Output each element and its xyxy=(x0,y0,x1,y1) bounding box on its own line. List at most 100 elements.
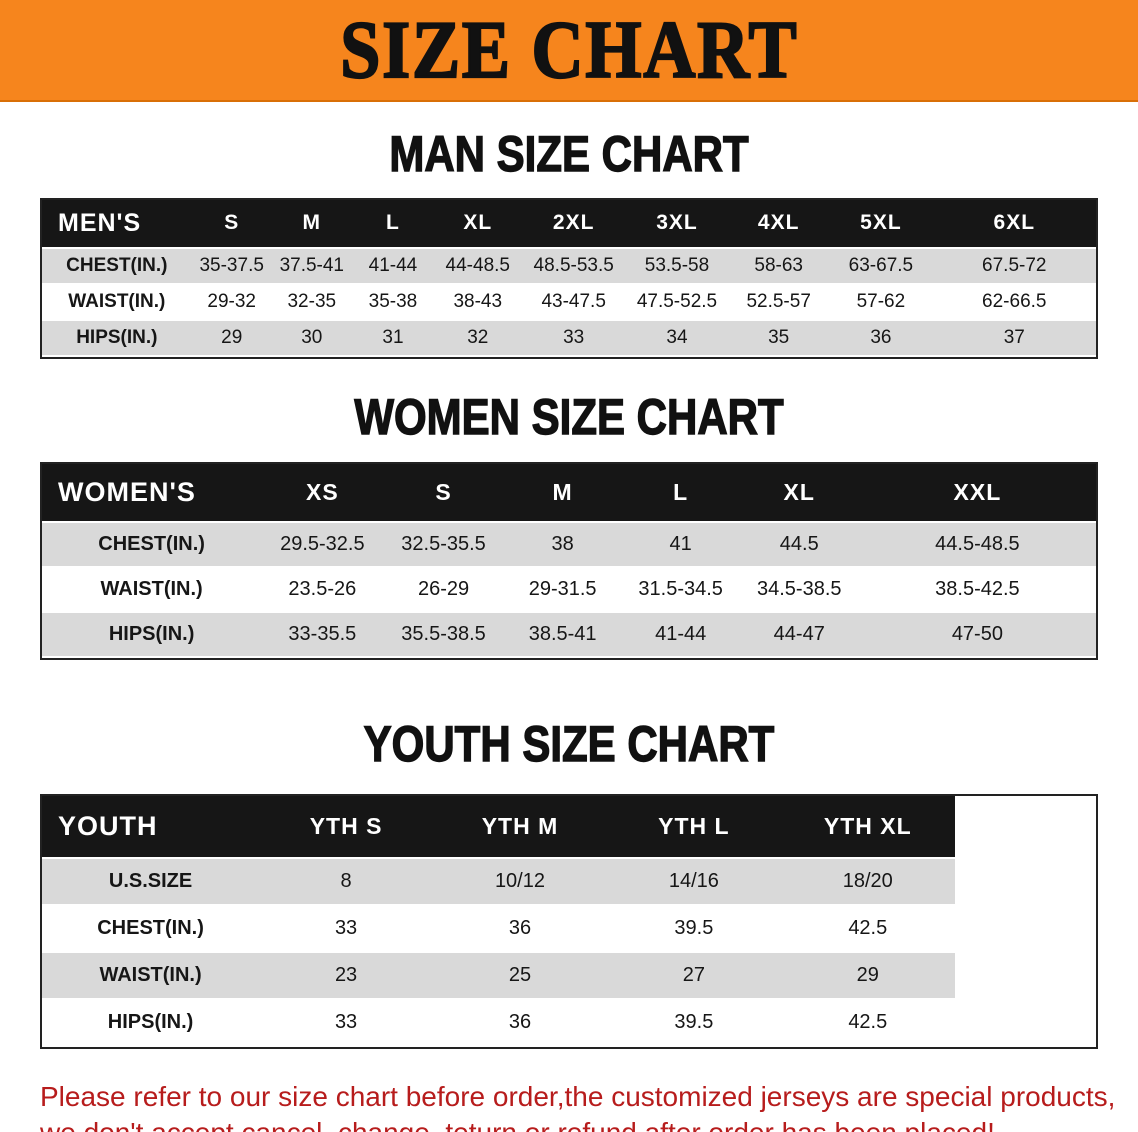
value-cell: 31 xyxy=(382,326,404,348)
value-cell: 35.5-38.5 xyxy=(401,623,486,645)
row-label-cell: WAIST(IN.) xyxy=(68,290,166,312)
banner: SIZE CHART xyxy=(0,0,1138,102)
column-header-cell: L xyxy=(386,211,400,234)
value-cell: 52.5-57 xyxy=(746,290,811,312)
table-row: WAIST(IN.) 29-32 32-35 35-38 38-43 43-47.5 47.… xyxy=(42,283,1096,320)
column-header-cell: XXL xyxy=(953,479,1002,505)
youth-section-heading: YOUTH SIZE CHART xyxy=(363,715,775,772)
disclaimer-line-2: we don't accept cancel, change, teturn o… xyxy=(40,1115,1098,1132)
row-label-cell: CHEST(IN.) xyxy=(98,533,205,555)
value-cell: 29-31.5 xyxy=(528,578,597,600)
value-cell: 36 xyxy=(508,916,532,939)
value-cell: 29 xyxy=(221,326,243,348)
value-cell: 31.5-34.5 xyxy=(638,578,723,600)
column-header-cell: YTH XL xyxy=(823,812,912,839)
value-cell: 41-44 xyxy=(655,623,707,645)
table-title-cell: WOMEN'S xyxy=(58,477,196,507)
row-label-cell: CHEST(IN.) xyxy=(66,254,168,276)
column-header-cell: XL xyxy=(783,479,815,505)
table-row: WAIST(IN.) 23.5-26 26-29 29-31.5 31.5-34.5 34… xyxy=(42,567,1096,612)
value-cell: 29.5-32.5 xyxy=(280,533,365,555)
column-header-cell: XL xyxy=(463,211,493,234)
value-cell: 42.5 xyxy=(848,1010,888,1033)
value-cell: 29 xyxy=(856,963,879,986)
disclaimer-line-1: Please refer to our size chart before or… xyxy=(40,1080,1116,1112)
row-label-cell: CHEST(IN.) xyxy=(97,916,204,939)
value-cell: 47.5-52.5 xyxy=(636,290,718,312)
column-header-cell: XS xyxy=(306,479,339,505)
value-cell: 44-48.5 xyxy=(445,254,510,276)
row-label-cell: WAIST(IN.) xyxy=(100,578,203,600)
value-cell: 44.5 xyxy=(779,533,819,555)
value-cell: 33 xyxy=(334,1010,358,1033)
men-size-table-wrap: MEN'S S M L XL 2XL 3XL 4XL 5XL 6XL CHEST(IN.) 35-37… xyxy=(40,197,1098,359)
row-label-cell: HIPS(IN.) xyxy=(108,623,195,645)
row-label-cell: WAIST(IN.) xyxy=(99,963,202,986)
women-section-heading: WOMEN SIZE CHART xyxy=(354,388,784,445)
column-header-cell: YTH M xyxy=(481,812,559,839)
value-cell: 25 xyxy=(508,963,532,986)
column-header-cell: M xyxy=(552,479,573,505)
men-size-table: MEN'S S M L XL 2XL 3XL 4XL 5XL 6XL CHEST(IN.) 35-37… xyxy=(42,199,1096,357)
value-cell: 14/16 xyxy=(668,869,719,892)
table-header-row: WOMEN'S XS S M L XL XXL xyxy=(42,464,1096,522)
value-cell: 29-32 xyxy=(207,290,256,312)
column-header-cell: 6XL xyxy=(993,211,1036,234)
row-label-cell: U.S.SIZE xyxy=(108,869,193,892)
table-row: WAIST(IN.) 23 25 27 29 xyxy=(42,951,1096,999)
women-section: WOMEN SIZE CHART WOMEN'S XS S M L XL XXL CHEST(… xyxy=(0,388,1138,660)
value-cell: 41-44 xyxy=(368,254,418,276)
value-cell: 38 xyxy=(551,533,574,555)
value-cell: 48.5-53.5 xyxy=(533,254,614,276)
value-cell: 32-35 xyxy=(287,290,337,312)
value-cell: 62-66.5 xyxy=(982,290,1047,312)
women-size-table-wrap: WOMEN'S XS S M L XL XXL CHEST(IN.) 29.5-32.5 32.5… xyxy=(40,462,1098,660)
value-cell: 42.5 xyxy=(848,916,888,939)
value-cell: 30 xyxy=(301,326,323,348)
youth-section: YOUTH SIZE CHART YOUTH YTH S YTH M YTH L YTH… xyxy=(0,715,1138,1049)
value-cell: 32 xyxy=(467,326,489,348)
value-cell: 53.5-58 xyxy=(644,254,710,276)
table-header-row: MEN'S S M L XL 2XL 3XL 4XL 5XL 6XL xyxy=(42,199,1096,248)
table-header-row: YOUTH YTH S YTH M YTH L YTH XL xyxy=(42,795,1096,858)
column-header-cell: S xyxy=(224,211,240,234)
column-header-cell: L xyxy=(673,479,689,505)
value-cell: 58-63 xyxy=(754,254,803,276)
value-cell: 23.5-26 xyxy=(288,578,357,600)
value-cell: 27 xyxy=(682,963,705,986)
column-header-cell: 4XL xyxy=(757,211,800,234)
value-cell: 32.5-35.5 xyxy=(401,533,486,555)
content: MAN SIZE CHART MEN'S S M L XL 2XL 3XL 4XL 5XL 6XL… xyxy=(0,125,1138,1132)
value-cell: 38.5-41 xyxy=(528,623,597,645)
value-cell: 43-47.5 xyxy=(541,290,606,312)
value-cell: 36 xyxy=(508,1010,532,1033)
value-cell: 18/20 xyxy=(842,869,893,892)
value-cell: 38-43 xyxy=(453,290,503,312)
men-section-heading: MAN SIZE CHART xyxy=(389,125,749,182)
table-row: HIPS(IN.) 29 30 31 32 33 34 35 36 37 xyxy=(42,319,1096,356)
value-cell: 67.5-72 xyxy=(982,254,1047,276)
column-header-cell: 2XL xyxy=(552,211,595,234)
value-cell: 44-47 xyxy=(773,623,825,645)
value-cell: 33 xyxy=(563,326,585,348)
table-title-cell: MEN'S xyxy=(58,208,142,237)
men-section: MAN SIZE CHART MEN'S S M L XL 2XL 3XL 4XL 5XL 6XL… xyxy=(0,125,1138,359)
value-cell: 41 xyxy=(669,533,692,555)
column-header-cell: M xyxy=(302,211,322,234)
value-cell: 63-67.5 xyxy=(848,254,914,276)
value-cell: 35-37.5 xyxy=(199,254,264,276)
value-cell: 44.5-48.5 xyxy=(935,533,1020,555)
column-header-cell: 3XL xyxy=(656,211,698,234)
value-cell: 35-38 xyxy=(368,290,418,312)
value-cell: 38.5-42.5 xyxy=(935,578,1020,600)
youth-size-table: YOUTH YTH S YTH M YTH L YTH XL U.S.SIZE 8 10/12… xyxy=(42,795,1096,1047)
value-cell: 34.5-38.5 xyxy=(756,578,842,600)
table-row: HIPS(IN.) 33-35.5 35.5-38.5 38.5-41 41-44 44-… xyxy=(42,612,1096,657)
column-header-cell: 5XL xyxy=(860,211,902,234)
youth-size-table-wrap: YOUTH YTH S YTH M YTH L YTH XL U.S.SIZE 8 10/12… xyxy=(40,793,1098,1049)
value-cell: 57-62 xyxy=(856,290,906,312)
table-row: CHEST(IN.) 29.5-32.5 32.5-35.5 38 41 44.5 44.5… xyxy=(42,522,1096,567)
value-cell: 8 xyxy=(340,869,352,892)
value-cell: 39.5 xyxy=(674,1010,714,1033)
